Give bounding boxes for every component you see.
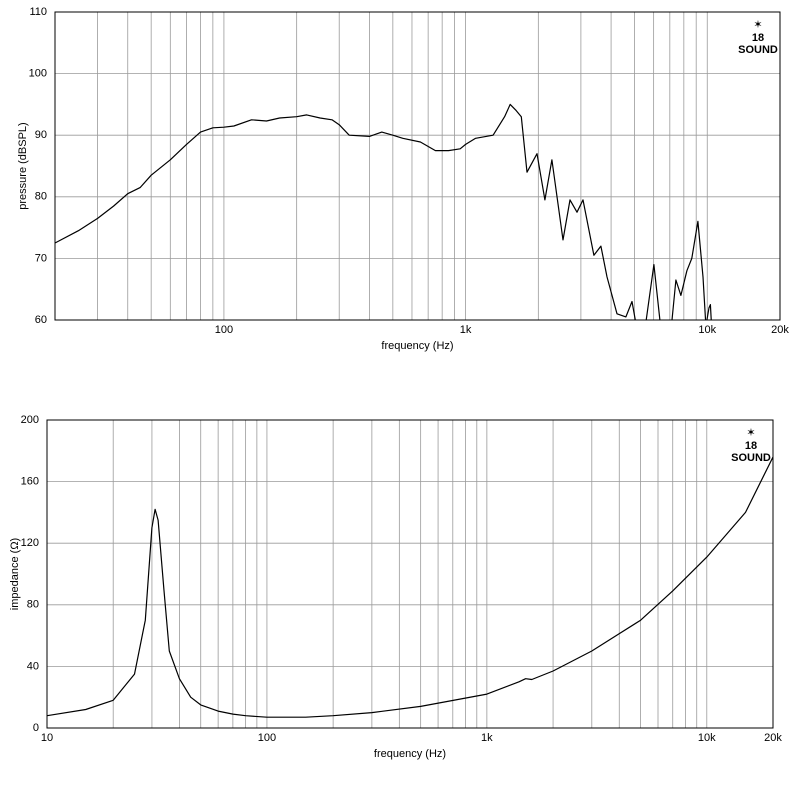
x-tick-label: 10k	[698, 732, 716, 744]
y-tick-label: 80	[35, 191, 47, 203]
x-tick-label: 100	[258, 732, 276, 744]
y-tick-label: 90	[35, 129, 47, 141]
plot-frame	[54, 11, 781, 321]
logo-number: 18	[745, 440, 757, 452]
y-axis-label: impedance (Ω)	[9, 538, 21, 610]
y-tick-label: 0	[33, 722, 39, 734]
logo-star: ✶	[753, 19, 762, 31]
logo-subtext: SOUND	[731, 452, 771, 464]
logo-star: ✶	[746, 427, 755, 439]
x-tick-label: 1k	[460, 324, 472, 336]
x-tick-label: 1k	[481, 732, 493, 744]
x-tick-label: 10k	[698, 324, 716, 336]
x-axis-label: frequency (Hz)	[374, 748, 446, 760]
logo-subtext: SOUND	[738, 44, 778, 56]
logo-number: 18	[752, 32, 764, 44]
x-tick-label: 100	[215, 324, 233, 336]
y-tick-label: 200	[21, 414, 39, 426]
data-line	[47, 456, 773, 718]
x-tick-label: 20k	[771, 324, 789, 336]
data-line	[55, 103, 712, 320]
x-tick-label: 20k	[764, 732, 782, 744]
y-tick-label: 100	[29, 68, 47, 80]
y-tick-label: 160	[21, 476, 39, 488]
y-tick-label: 80	[27, 599, 39, 611]
y-tick-label: 60	[35, 314, 47, 326]
y-tick-label: 70	[35, 252, 47, 264]
y-tick-label: 120	[21, 537, 39, 549]
plot-frame	[46, 419, 774, 729]
y-tick-label: 110	[29, 6, 47, 18]
y-tick-label: 40	[27, 660, 39, 672]
x-tick-label: 10	[41, 732, 53, 744]
y-axis-label: pressure (dBSPL)	[17, 122, 29, 209]
x-axis-label: frequency (Hz)	[381, 340, 453, 352]
